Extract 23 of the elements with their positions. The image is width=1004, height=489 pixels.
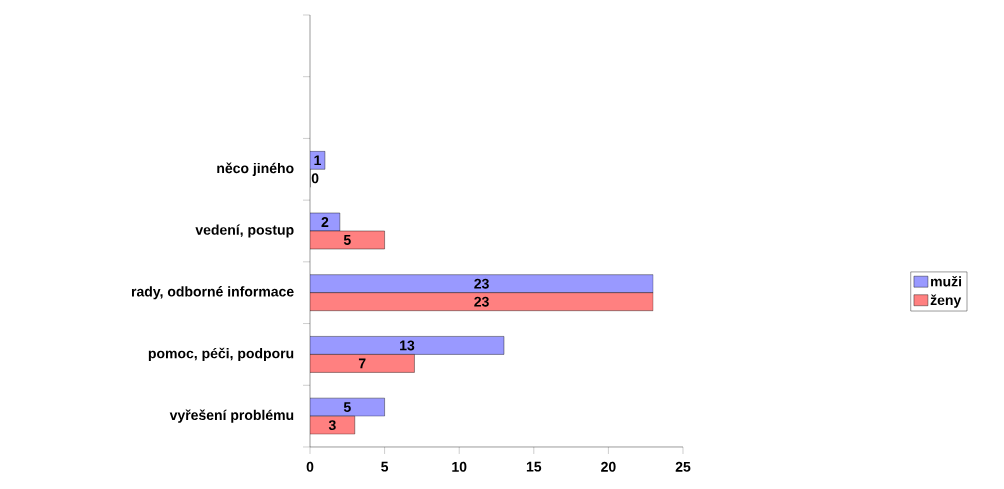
- legend-label: muži: [931, 275, 962, 287]
- x-tick-label: 20: [601, 461, 616, 472]
- data-label: 3: [328, 420, 336, 431]
- y-tick-label: vedení, postup: [195, 224, 294, 238]
- data-label: 7: [358, 358, 366, 369]
- y-tick-label: něco jiného: [217, 162, 294, 176]
- data-label: 23: [474, 278, 489, 289]
- x-tick-label: 25: [675, 461, 691, 472]
- data-label: 13: [400, 340, 415, 351]
- data-label: 2: [321, 217, 329, 227]
- x-tick-label: 5: [381, 461, 389, 472]
- x-tick-label: 15: [526, 461, 542, 472]
- data-label: 5: [343, 402, 351, 413]
- y-tick-label: rady, odborné informace: [131, 286, 294, 300]
- data-label: 5: [343, 235, 351, 245]
- legend-label: ženy: [930, 294, 962, 308]
- x-tick-label: 10: [452, 461, 467, 472]
- data-label: 0: [311, 173, 319, 184]
- y-tick-label: pomoc, péči, podporu: [148, 347, 294, 362]
- y-tick-label: vyřešení problému: [169, 409, 294, 423]
- x-tick-label: 0: [306, 461, 314, 472]
- data-label: 23: [474, 296, 489, 307]
- data-label: 1: [314, 155, 321, 166]
